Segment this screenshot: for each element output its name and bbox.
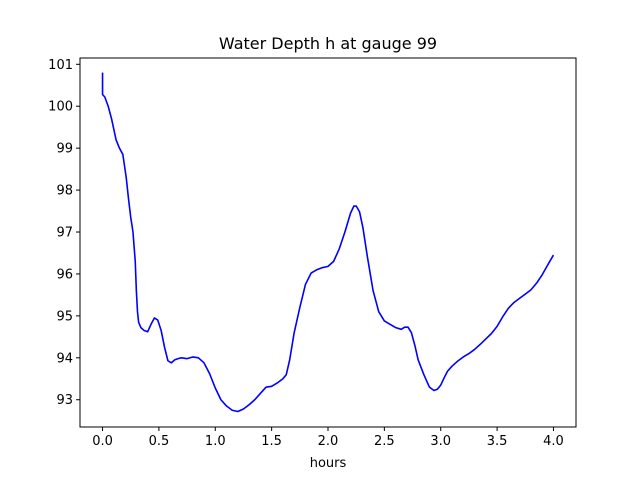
- y-tick-label: 99: [56, 142, 73, 157]
- x-tick-label: 3.0: [430, 434, 451, 449]
- y-tick-label: 100: [48, 100, 73, 115]
- y-tick-label: 101: [48, 58, 73, 73]
- chart-title: Water Depth h at gauge 99: [219, 34, 437, 53]
- y-tick-label: 94: [56, 351, 73, 366]
- x-axis-label: hours: [310, 456, 347, 471]
- series-layer: [101, 72, 555, 413]
- x-tick-label: 1.5: [261, 434, 282, 449]
- y-tick-label: 98: [56, 184, 73, 199]
- y-tick-label: 93: [56, 393, 73, 408]
- x-tick-label: 0.5: [149, 434, 170, 449]
- y-tick-label: 97: [56, 226, 73, 241]
- y-tick-label: 96: [56, 267, 73, 282]
- x-tick-label: 0.0: [92, 434, 113, 449]
- x-tick-label: 2.0: [318, 434, 339, 449]
- plot-area-frame: [79, 57, 577, 428]
- ticks-layer: 0.0 0.5 1.0 1.5 2.0 2.5 3.0 3.5 4.0 93 94 95 96 97 98 9…: [48, 58, 564, 449]
- x-tick-label: 3.5: [487, 434, 508, 449]
- x-tick-label: 2.5: [374, 434, 395, 449]
- x-tick-label: 1.0: [205, 434, 226, 449]
- x-tick-label: 4.0: [543, 434, 564, 449]
- y-tick-label: 95: [56, 309, 73, 324]
- series-line: [101, 72, 555, 413]
